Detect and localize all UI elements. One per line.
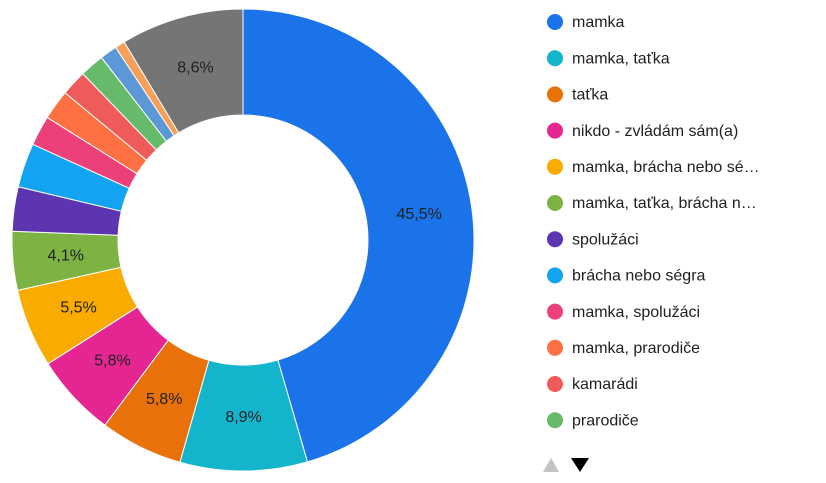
legend-text: brácha nebo ségra bbox=[572, 268, 706, 285]
slice bbox=[123, 8, 244, 134]
legend-swatch bbox=[547, 50, 563, 67]
slice-label: 8,9% bbox=[225, 409, 261, 426]
pager-next[interactable] bbox=[571, 458, 589, 472]
legend-swatch bbox=[547, 86, 563, 103]
legend-swatch bbox=[547, 339, 563, 356]
legend-swatch bbox=[547, 158, 563, 175]
legend-swatch bbox=[547, 303, 563, 320]
legend-text: spolužáci bbox=[572, 231, 639, 248]
legend-swatch bbox=[547, 14, 563, 30]
legend-text: taťka bbox=[572, 87, 608, 104]
slice-label: 8,6% bbox=[177, 60, 213, 77]
slice-label: 5,8% bbox=[146, 391, 182, 408]
legend-text: mamka, taťka, brácha n… bbox=[572, 195, 757, 212]
pager-prev[interactable] bbox=[543, 458, 559, 472]
legend-text: nikdo - zvládám sám(a) bbox=[572, 123, 738, 140]
legend-swatch bbox=[547, 412, 563, 429]
legend-text: mamka, prarodiče bbox=[572, 340, 700, 357]
legend-text: mamka, spolužáci bbox=[572, 304, 700, 321]
legend-text: kamarádi bbox=[572, 376, 638, 393]
legend-text: mamka bbox=[572, 14, 625, 31]
legend-text: mamka, taťka bbox=[572, 50, 670, 67]
legend-text: mamka, brácha nebo sé… bbox=[572, 159, 760, 176]
slice bbox=[242, 8, 475, 463]
legend-swatch bbox=[547, 122, 563, 139]
legend-swatch bbox=[547, 195, 563, 211]
slice-label: 5,8% bbox=[94, 352, 130, 369]
legend-swatch bbox=[547, 231, 563, 248]
legend-pager[interactable] bbox=[543, 458, 589, 472]
slice-label: 4,1% bbox=[48, 247, 84, 264]
legend-text: prarodiče bbox=[572, 412, 639, 429]
slice-label: 5,5% bbox=[60, 299, 96, 316]
slice-label: 45,5% bbox=[397, 206, 442, 223]
legend-swatch bbox=[547, 267, 563, 284]
legend-swatch bbox=[547, 376, 563, 392]
